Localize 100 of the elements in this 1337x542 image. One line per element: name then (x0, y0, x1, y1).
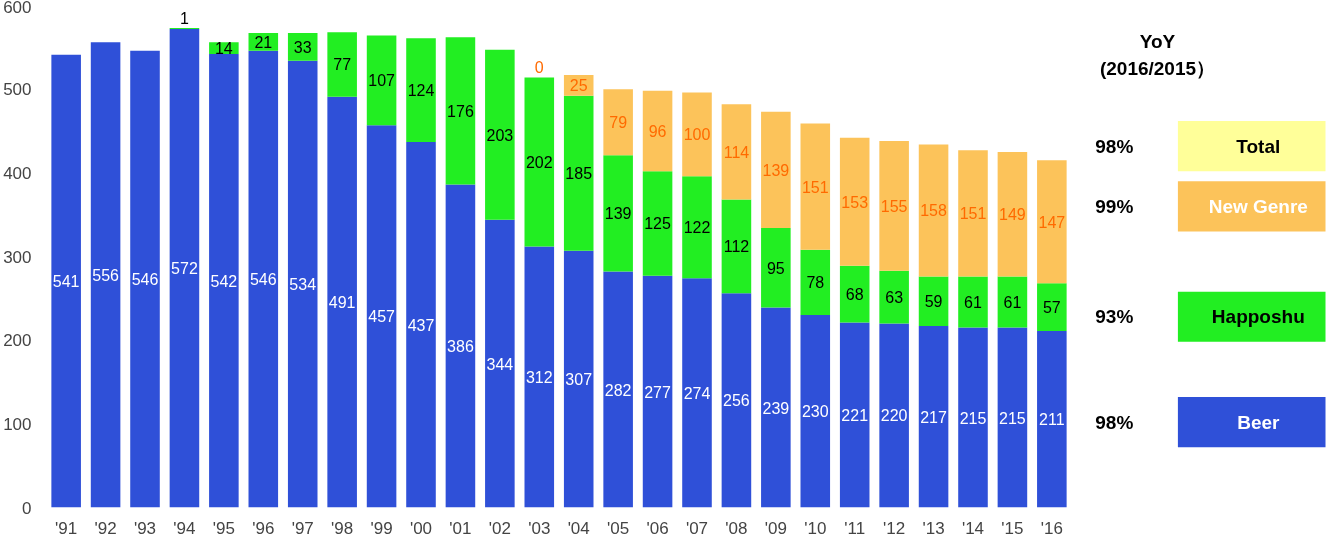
data-label: 96 (648, 123, 667, 140)
data-label: 307 (565, 371, 593, 389)
data-label: 556 (92, 266, 120, 284)
bar (721, 104, 752, 200)
bar (130, 50, 160, 508)
bar (879, 270, 909, 324)
bar (366, 35, 397, 126)
x-tick-label: '15 (1001, 518, 1024, 538)
data-label: 112 (723, 238, 750, 256)
x-tick-label: '07 (685, 518, 709, 538)
bar (682, 278, 712, 508)
data-label: 125 (644, 215, 672, 233)
data-label: 57 (1042, 299, 1061, 317)
x-tick-label: '91 (55, 518, 78, 538)
x-tick-label: '92 (94, 518, 117, 538)
text: 98% (1095, 135, 1134, 157)
data-label: 77 (333, 56, 352, 74)
data-label: 534 (289, 276, 317, 294)
data-label: 25 (569, 77, 588, 95)
y-tick-label: 0 (22, 498, 32, 518)
bar (958, 327, 988, 508)
data-label: 274 (683, 384, 711, 402)
y-tick-label: 400 (3, 163, 32, 183)
bar (603, 155, 633, 272)
bar (879, 323, 909, 508)
x-tick-label: '99 (370, 518, 393, 538)
bar (997, 327, 1028, 508)
data-label: 437 (407, 316, 435, 334)
bar (682, 176, 712, 279)
text: Total (1236, 135, 1281, 157)
bar (918, 144, 949, 277)
data-label: 215 (999, 409, 1026, 427)
data-label: 546 (131, 271, 159, 289)
x-tick-label: '11 (844, 518, 866, 538)
data-label: 572 (171, 260, 198, 278)
data-label: 1 (179, 10, 189, 28)
y-tick-label: 600 (3, 0, 32, 17)
x-tick-label: '08 (725, 518, 748, 538)
bar (524, 77, 555, 247)
x-tick-label: '16 (1040, 518, 1063, 538)
x-tick-label: '06 (646, 518, 669, 538)
data-label: 100 (683, 126, 711, 144)
x-tick-label: '93 (133, 518, 157, 538)
bar (327, 32, 357, 97)
data-label: 176 (447, 102, 474, 120)
bar (366, 125, 397, 508)
bar (327, 96, 357, 508)
data-label: 491 (328, 294, 356, 312)
bar (800, 123, 831, 250)
x-tick-label: '13 (922, 518, 945, 538)
bar (406, 141, 436, 508)
bar (642, 275, 673, 508)
data-label: 61 (1003, 294, 1022, 312)
data-label: 203 (486, 126, 514, 144)
bar (958, 150, 988, 277)
x-tick-label: '00 (409, 518, 433, 538)
text: Beer (1237, 411, 1281, 433)
data-label: 122 (683, 219, 711, 237)
data-label: 0 (534, 59, 544, 77)
text: 93% (1095, 306, 1134, 328)
data-label: 155 (880, 197, 908, 215)
bar (642, 171, 673, 276)
bar (287, 60, 318, 508)
x-tick-label: '09 (764, 518, 787, 538)
y-tick-label: 300 (3, 247, 32, 267)
data-label: 215 (959, 409, 987, 427)
bar (563, 250, 594, 508)
data-label: 61 (964, 294, 982, 312)
data-label: 124 (407, 82, 435, 99)
bar (997, 276, 1028, 328)
data-label: 185 (565, 165, 593, 183)
bar (800, 249, 831, 316)
bar (406, 38, 436, 142)
bar (524, 246, 555, 508)
data-label: 217 (920, 408, 948, 426)
bar (839, 137, 870, 266)
data-label: 114 (723, 143, 750, 161)
bar (879, 141, 909, 271)
data-label: 542 (210, 272, 238, 290)
bar (1037, 330, 1067, 508)
data-label: 158 (920, 202, 948, 220)
legend-title: YoY (2016/2015） (1099, 30, 1216, 79)
bar (958, 276, 988, 328)
bar (445, 184, 476, 508)
data-label: 33 (293, 38, 312, 56)
x-tick-label: '05 (607, 518, 630, 538)
y-tick-label: 500 (3, 80, 32, 100)
bar (997, 151, 1028, 277)
bar (682, 92, 712, 177)
data-label: 14 (214, 40, 233, 58)
data-label: 239 (762, 399, 790, 417)
bar (445, 37, 476, 185)
bar (839, 322, 870, 508)
data-label: 68 (845, 286, 864, 304)
x-tick-label: '10 (804, 518, 827, 538)
data-label: 147 (1038, 213, 1066, 231)
data-label: 107 (368, 72, 396, 90)
x-tick-label: '97 (291, 518, 314, 538)
text: New Genre (1208, 195, 1308, 217)
bar (485, 219, 515, 508)
